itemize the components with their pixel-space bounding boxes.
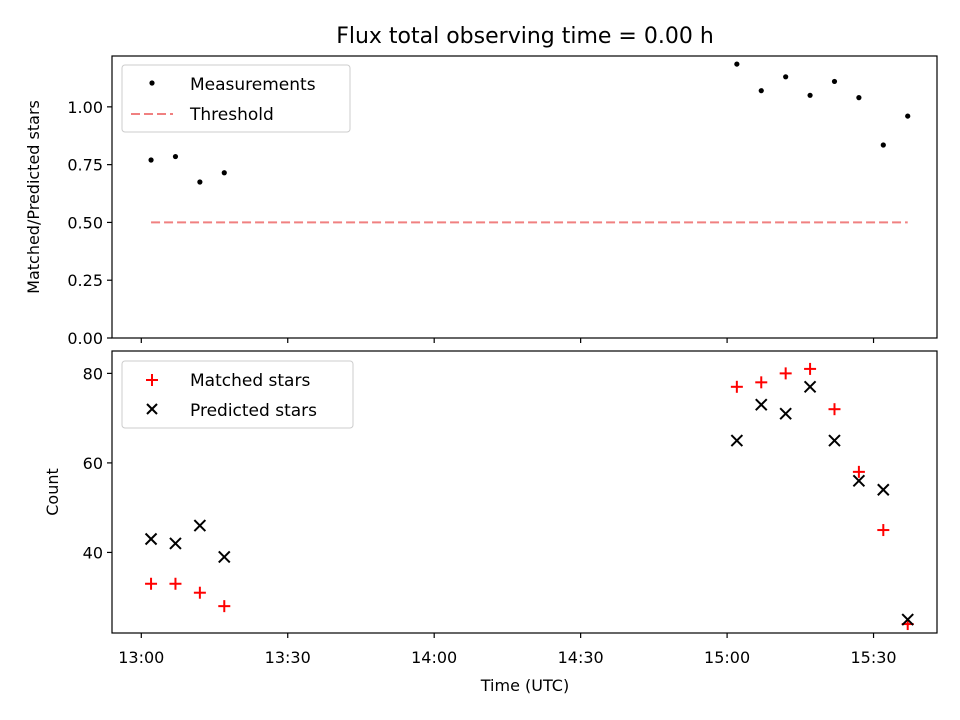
y-tick-label: 0.25 xyxy=(67,271,103,290)
x-tick-label: 14:00 xyxy=(411,648,457,667)
measurements-point xyxy=(758,88,764,94)
top-y-axis-label: Matched/Predicted stars xyxy=(24,100,43,294)
predicted-stars-point xyxy=(779,407,792,420)
measurements-point xyxy=(807,92,813,98)
measurements-point xyxy=(148,157,154,163)
bottom-panel: 40 60 80 13:00 13:30 14:00 14:30 15:00 15:30 Co… xyxy=(43,350,938,667)
legend-matched-marker xyxy=(146,374,158,386)
y-tick-label: 0.00 xyxy=(67,329,103,348)
matched-stars-point xyxy=(877,524,890,537)
matched-stars-point xyxy=(193,586,206,599)
chart-title: Flux total observing time = 0.00 h xyxy=(336,24,714,49)
predicted-stars-point xyxy=(901,613,914,626)
measurements-point xyxy=(734,61,740,67)
x-tick-label: 13:00 xyxy=(118,648,164,667)
y-tick-label: 80 xyxy=(83,364,103,383)
predicted-stars-point xyxy=(218,550,231,564)
x-tick-label: 13:30 xyxy=(265,648,311,667)
bottom-x-ticks: 13:00 13:30 14:00 14:30 15:00 15:30 xyxy=(118,633,897,667)
matched-stars-point xyxy=(218,600,231,613)
bottom-legend: Matched stars Predicted stars xyxy=(121,360,354,429)
x-tick-label: 15:00 xyxy=(704,648,750,667)
x-tick-label: 15:30 xyxy=(850,648,896,667)
top-plot-area xyxy=(148,61,911,224)
top-x-ticks xyxy=(140,338,875,343)
predicted-stars-point xyxy=(877,483,890,496)
y-tick-label: 1.00 xyxy=(67,98,103,117)
predicted-stars-point xyxy=(730,434,744,447)
predicted-stars-point xyxy=(803,380,817,394)
predicted-stars-point xyxy=(169,537,182,550)
top-y-ticks: 0.00 0.25 0.50 0.75 1.00 xyxy=(67,98,112,348)
matched-stars-point xyxy=(145,577,158,590)
y-tick-label: 0.50 xyxy=(67,213,103,232)
matched-stars-point xyxy=(852,465,865,478)
predicted-stars-point xyxy=(755,398,768,411)
bottom-y-ticks: 40 60 80 xyxy=(83,364,112,562)
predicted-stars-point xyxy=(828,434,841,447)
legend-predicted-label: Predicted stars xyxy=(190,401,317,421)
y-tick-label: 40 xyxy=(83,543,103,562)
top-legend: Measurements Threshold xyxy=(121,64,351,133)
measurements-point xyxy=(172,153,179,160)
predicted-stars-point xyxy=(852,474,866,488)
bottom-plot-area xyxy=(144,362,914,631)
x-axis-label: Time (UTC) xyxy=(480,676,569,695)
measurements-point xyxy=(831,78,838,85)
measurements-point xyxy=(783,74,789,80)
measurements-point xyxy=(197,179,203,185)
top-legend-box xyxy=(121,64,351,133)
measurements-point xyxy=(905,113,911,119)
predicted-stars-point xyxy=(144,532,158,546)
legend-measurements-marker xyxy=(149,80,155,86)
matched-stars-point xyxy=(169,577,182,590)
legend-matched-label: Matched stars xyxy=(190,371,310,391)
legend-predicted-marker xyxy=(146,403,158,415)
bottom-legend-box xyxy=(121,360,354,429)
legend-threshold-label: Threshold xyxy=(189,105,274,125)
measurements-point xyxy=(880,142,886,148)
matched-stars-point xyxy=(804,362,817,375)
x-tick-label: 14:30 xyxy=(558,648,604,667)
measurements-point xyxy=(221,170,227,176)
top-plot-frame xyxy=(111,55,938,339)
matched-stars-point xyxy=(779,367,792,380)
y-tick-label: 0.75 xyxy=(67,156,103,175)
legend-measurements-label: Measurements xyxy=(190,75,316,95)
matched-stars-point xyxy=(828,403,841,416)
bottom-plot-frame xyxy=(111,350,938,634)
y-tick-label: 60 xyxy=(83,454,103,473)
bottom-y-axis-label: Count xyxy=(43,468,62,516)
measurements-point xyxy=(856,95,862,101)
top-panel: 0.00 0.25 0.50 0.75 1.00 Matched/Predicted s… xyxy=(24,55,938,348)
predicted-stars-point xyxy=(193,519,207,532)
matched-stars-point xyxy=(755,376,768,389)
matched-stars-point xyxy=(730,380,743,393)
